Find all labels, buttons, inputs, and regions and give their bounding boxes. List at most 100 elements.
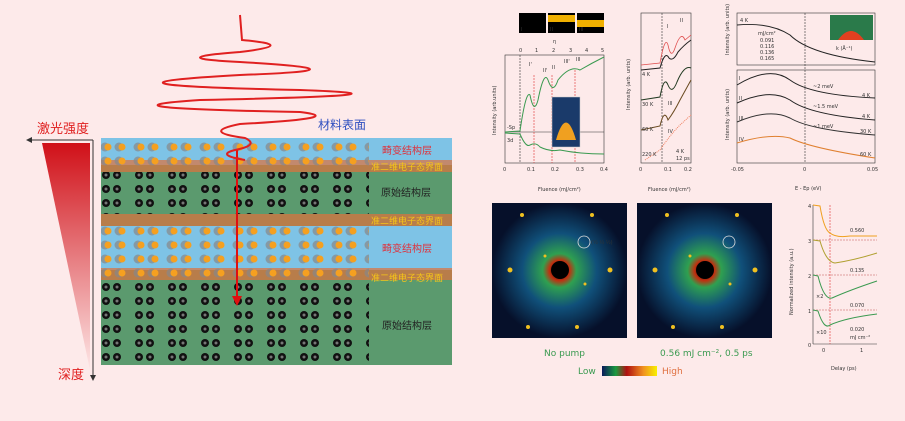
panel-a-fluence-plot: I II III η 0 1 2 3 4 5 I' II' II III' II…: [492, 13, 608, 193]
marker-label: IV: [668, 129, 673, 135]
tick: 1: [808, 309, 811, 315]
marker-label: II': [543, 68, 547, 74]
tick: 0: [822, 348, 825, 354]
temp-label: 60 K: [860, 152, 872, 158]
heatmap-label: III: [579, 27, 583, 33]
atoms-distorted-1: [101, 140, 369, 168]
unit-label: mJ cm⁻²: [850, 335, 870, 341]
panel-b-temperature-plot: 4 K 30 K 60 K 220 K I II III IV 4 K 12 p…: [626, 12, 692, 193]
layer-label: 准二维电子态界面: [371, 272, 443, 284]
x-axis-label: Fluence (mJ/cm²): [538, 187, 581, 193]
curve-label: I: [739, 76, 740, 82]
scale-label: ×10: [816, 330, 827, 336]
fluence-label: 0.020: [850, 327, 864, 333]
layer-diagram: 激光强度 深度 材料表面 畸变结构层 准二维电子态界面 原始结构层 准二维电子态…: [26, 14, 452, 383]
tick: 0.1: [664, 167, 672, 173]
fluence-label: 0.560: [850, 228, 864, 234]
layer-label: 原始结构层: [382, 319, 432, 332]
legend-item: 0.165: [760, 56, 774, 62]
layer-label: 准二维电子态界面: [371, 161, 443, 173]
legend-item: 0.136: [760, 50, 774, 56]
x-axis-label: Fluence (mJ/cm²): [648, 187, 691, 193]
highlight-circle: [722, 235, 736, 249]
marker-label: II: [680, 18, 683, 24]
layer-label: 畸变结构层: [382, 144, 432, 157]
gap-label: ~1.5 meV: [813, 104, 839, 110]
tick: 1: [535, 48, 538, 54]
tick: 2: [808, 274, 811, 280]
arrow-head: [232, 296, 242, 306]
depth-label: 深度: [58, 367, 84, 383]
tick: 2: [552, 48, 555, 54]
intensity-decay-profile: [42, 143, 90, 370]
colorbar: [602, 366, 657, 376]
tick: 0: [639, 167, 642, 173]
series-label: 3d: [507, 138, 513, 144]
temp-label: 30 K: [860, 129, 872, 135]
heatmap-label: II: [550, 27, 553, 33]
caption-no-pump: No pump: [544, 349, 585, 359]
laser-pulse-wave: [156, 14, 353, 161]
temp-label: 4 K: [740, 18, 749, 24]
tick: 0.4: [600, 167, 608, 173]
caption-pumped: 0.56 mJ cm⁻², 0.5 ps: [660, 349, 753, 359]
tick: 4: [585, 48, 588, 54]
temp-label: 30 K: [642, 102, 654, 108]
tick: 0.2: [684, 167, 692, 173]
tick: 1: [860, 348, 863, 354]
atoms-pristine-1: [101, 172, 369, 214]
tick: -0.05: [731, 167, 744, 173]
y-axis-label: Intensity (arb. units): [725, 89, 731, 140]
tick: 0.1: [527, 167, 535, 173]
marker-label: III: [668, 101, 672, 107]
temp-label: 4 K: [862, 114, 871, 120]
tick: 3: [808, 239, 811, 245]
legend-item: 0.091: [760, 38, 774, 44]
atoms-distorted-2: [101, 225, 369, 281]
layer-label: 畸变结构层: [382, 242, 432, 255]
index-label: (½ ½ ½): [591, 239, 613, 246]
top-axis-label: η: [553, 39, 556, 45]
note-label: 4 K: [676, 149, 685, 155]
y-axis-label: Normalized intensity (a.u.): [789, 248, 795, 315]
scale-label: ×2: [816, 294, 823, 300]
tick: 0: [803, 167, 806, 173]
tick: 3: [569, 48, 572, 54]
note-label: 12 ps: [676, 156, 690, 162]
x-axis-label: Delay (ps): [831, 366, 857, 372]
x-axis-label: E - Ep (eV): [795, 186, 822, 192]
series-3d: [504, 132, 605, 155]
layer-label: 准二维电子态界面: [371, 215, 443, 227]
y-axis-label: Intensity (arb. units): [725, 4, 731, 55]
series-sp: [504, 56, 605, 133]
fluence-label: 0.135: [850, 268, 864, 274]
highlight-circle: [577, 235, 591, 249]
marker-label: III': [564, 59, 570, 65]
inset-x-label: k (Å⁻¹): [836, 45, 852, 52]
delay-plot: 4 3 2 1 0 0 1 0.560 0.135 0.070 0.020 mJ…: [789, 204, 878, 372]
curve-label: IV: [739, 137, 744, 143]
tick: 0.2: [551, 167, 559, 173]
gap-label: ~1 meV: [813, 124, 834, 130]
heatmap-i: [519, 13, 546, 33]
series-label: -Sp: [507, 125, 515, 131]
diffraction-panels: (½ ½ ½) No pump 0.56 mJ cm⁻², 0.5 ps Low…: [492, 203, 772, 377]
layer-label: 原始结构层: [381, 186, 431, 199]
temp-label: 60 K: [642, 127, 654, 133]
atoms-pristine-2: [101, 282, 369, 366]
tick: 0.3: [576, 167, 584, 173]
curve-label: II: [739, 96, 742, 102]
heatmap-label: I: [521, 27, 522, 33]
tick: 0.05: [867, 167, 878, 173]
temp-label: 4 K: [862, 93, 871, 99]
tick: 4: [808, 204, 811, 210]
colorbar-high-label: High: [662, 367, 683, 377]
temp-label: 220 K: [642, 152, 657, 158]
interface-band-2: [101, 214, 452, 226]
tick: 0: [519, 48, 522, 54]
tick: 5: [601, 48, 604, 54]
marker-label: II: [552, 65, 555, 71]
laser-intensity-label: 激光强度: [37, 121, 89, 137]
legend-title: mJ/cm²: [758, 31, 776, 37]
